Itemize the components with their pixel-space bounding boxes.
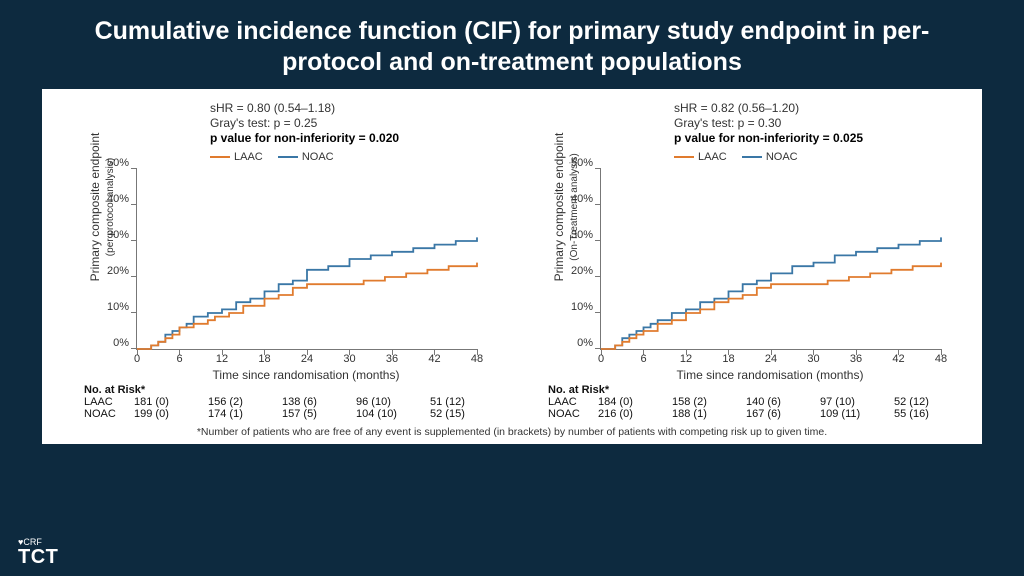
legend: LAAC NOAC [674,151,810,163]
x-tick-label: 24 [765,353,777,365]
risk-row: NOAC199 (0)174 (1)157 (5)104 (10)52 (15) [84,408,500,420]
plot-area: 0%10%20%30%40%50%0612182430364248 [600,169,941,350]
y-tick-label: 0% [577,337,593,349]
risk-cell: 174 (1) [208,408,282,420]
y-tick-label: 20% [571,265,593,277]
x-tick-label: 36 [850,353,862,365]
legend: LAAC NOAC [210,151,346,163]
chart-panel: sHR = 0.80 (0.54–1.18) Gray's test: p = … [60,97,500,420]
risk-row-name: LAAC [548,396,598,408]
y-tick-label: 40% [571,193,593,205]
risk-cell: 96 (10) [356,396,430,408]
risk-row: NOAC216 (0)188 (1)167 (6)109 (11)55 (16) [548,408,964,420]
gray-text: Gray's test: p = 0.30 [674,116,863,131]
risk-row: LAAC181 (0)156 (2)138 (6)96 (10)51 (12) [84,396,500,408]
x-tick-label: 12 [680,353,692,365]
risk-cell: 104 (10) [356,408,430,420]
legend-laac: LAAC [698,151,727,163]
x-tick-label: 18 [722,353,734,365]
plot-area: 0%10%20%30%40%50%0612182430364248 [136,169,477,350]
x-tick-label: 48 [935,353,947,365]
legend-laac: LAAC [234,151,263,163]
risk-header: No. at Risk* [548,384,964,396]
risk-cell: 199 (0) [134,408,208,420]
risk-cell: 97 (10) [820,396,894,408]
x-axis-title: Time since randomisation (months) [136,368,476,382]
stat-annotations: sHR = 0.82 (0.56–1.20) Gray's test: p = … [674,101,863,146]
x-tick-label: 6 [640,353,646,365]
curves-svg [601,169,941,349]
x-tick-label: 48 [471,353,483,365]
y-tick-label: 40% [107,193,129,205]
risk-table: No. at Risk*LAAC184 (0)158 (2)140 (6)97 … [548,384,964,420]
risk-cell: 167 (6) [746,408,820,420]
y-tick-label: 10% [107,301,129,313]
x-axis-title: Time since randomisation (months) [600,368,940,382]
footnote-text: *Number of patients who are free of any … [54,426,970,438]
y-tick-label: 30% [107,229,129,241]
x-tick-label: 24 [301,353,313,365]
risk-cell: 156 (2) [208,396,282,408]
x-tick-label: 0 [134,353,140,365]
risk-cell: 216 (0) [598,408,672,420]
x-tick-label: 18 [258,353,270,365]
risk-header: No. at Risk* [84,384,500,396]
risk-row-name: NOAC [84,408,134,420]
y-tick-label: 10% [571,301,593,313]
shr-text: sHR = 0.82 (0.56–1.20) [674,101,863,116]
risk-cell: 138 (6) [282,396,356,408]
risk-cell: 157 (5) [282,408,356,420]
noac-curve [601,237,941,349]
risk-row-name: LAAC [84,396,134,408]
x-tick-label: 30 [807,353,819,365]
risk-row: LAAC184 (0)158 (2)140 (6)97 (10)52 (12) [548,396,964,408]
y-tick-label: 50% [571,157,593,169]
tct-text: TCT [18,547,58,568]
risk-cell: 52 (12) [894,396,968,408]
x-tick-label: 6 [176,353,182,365]
risk-row-name: NOAC [548,408,598,420]
risk-cell: 188 (1) [672,408,746,420]
x-tick-label: 42 [892,353,904,365]
risk-cell: 55 (16) [894,408,968,420]
x-tick-label: 42 [428,353,440,365]
y-tick-label: 50% [107,157,129,169]
y-tick-label: 0% [113,337,129,349]
noac-curve [137,237,477,349]
noninf-text: p value for non-inferiority = 0.020 [210,131,399,146]
legend-noac: NOAC [766,151,798,163]
x-tick-label: 12 [216,353,228,365]
y-tick-label: 20% [107,265,129,277]
risk-cell: 51 (12) [430,396,504,408]
x-tick-label: 0 [598,353,604,365]
risk-cell: 184 (0) [598,396,672,408]
slide-title: Cumulative incidence function (CIF) for … [0,0,1024,89]
chart-panel: sHR = 0.82 (0.56–1.20) Gray's test: p = … [524,97,964,420]
risk-table: No. at Risk*LAAC181 (0)156 (2)138 (6)96 … [84,384,500,420]
risk-cell: 158 (2) [672,396,746,408]
curves-svg [137,169,477,349]
crf-tct-logo: ♥CRF TCT [18,538,58,568]
noninf-text: p value for non-inferiority = 0.025 [674,131,863,146]
legend-noac: NOAC [302,151,334,163]
risk-cell: 52 (15) [430,408,504,420]
risk-cell: 140 (6) [746,396,820,408]
stat-annotations: sHR = 0.80 (0.54–1.18) Gray's test: p = … [210,101,399,146]
risk-cell: 109 (11) [820,408,894,420]
y-tick-label: 30% [571,229,593,241]
figure-container: sHR = 0.80 (0.54–1.18) Gray's test: p = … [42,89,982,444]
x-tick-label: 36 [386,353,398,365]
gray-text: Gray's test: p = 0.25 [210,116,399,131]
x-tick-label: 30 [343,353,355,365]
shr-text: sHR = 0.80 (0.54–1.18) [210,101,399,116]
risk-cell: 181 (0) [134,396,208,408]
